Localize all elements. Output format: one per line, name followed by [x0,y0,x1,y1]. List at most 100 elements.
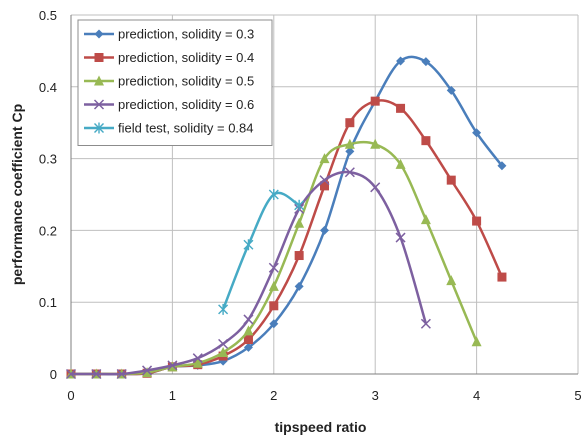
data-point [269,319,279,329]
x-marker-stroke [243,314,254,325]
data-point [192,353,203,364]
data-point [446,85,456,95]
x-marker-stroke [65,368,77,380]
data-point [243,325,254,336]
data-point [268,280,279,291]
data-point [395,158,406,169]
y-tick-label: 0 [50,367,57,382]
data-point [294,281,304,291]
data-point [142,365,153,376]
x-marker-stroke [167,360,178,371]
data-point [268,262,279,273]
data-point [370,182,381,193]
data-point [294,217,305,228]
data-point [294,251,304,261]
series-5 [218,189,305,315]
data-point [320,225,329,235]
data-point [446,175,456,185]
series-line [221,191,300,310]
series-4 [65,167,431,380]
data-point [320,181,329,191]
x-tick-label: 5 [574,388,581,403]
data-point [243,239,254,251]
legend-swatch-marker [94,122,104,134]
y-tick-label: 0.5 [39,8,57,23]
legend-item: prediction, solidity = 0.6 [84,97,254,112]
x-marker-stroke [420,318,431,329]
data-point [497,272,507,282]
y-axis-title: performance coefficient Cp [9,104,25,285]
data-point [243,335,253,345]
data-point [472,128,482,138]
legend-item: field test, solidity = 0.84 [84,121,254,136]
legend-label: prediction, solidity = 0.5 [118,74,254,89]
data-point [471,336,482,347]
data-point [395,232,406,243]
x-marker-stroke [319,175,330,186]
legend-swatch-marker [93,99,105,110]
data-point [269,301,279,311]
x-tick-label: 1 [169,388,176,403]
data-point [396,56,406,66]
data-point [420,318,431,329]
legend-item: prediction, solidity = 0.3 [84,27,254,42]
data-point [319,153,330,164]
x-marker-stroke [116,368,127,380]
data-point [446,275,457,286]
data-point [345,118,355,128]
x-marker-stroke [142,365,153,376]
data-point [142,367,153,378]
data-point [218,346,229,357]
data-point [243,342,253,352]
legend-label: prediction, solidity = 0.4 [118,50,254,65]
data-point [345,146,355,156]
x-marker-stroke [218,338,229,349]
x-marker-stroke [192,353,203,364]
y-tick-label: 0.2 [39,223,57,238]
series-3 [66,138,482,379]
x-tick-label: 3 [372,388,379,403]
x-tick-label: 4 [473,388,480,403]
data-point [420,214,431,225]
x-tick-label: 0 [67,388,74,403]
data-point [192,357,203,368]
data-point [421,136,431,146]
y-tick-label: 0.3 [39,152,57,167]
legend-box [77,19,273,146]
data-point [243,314,254,325]
x-tick-label: 2 [270,388,277,403]
data-point [116,368,127,380]
data-point [370,96,380,106]
data-point [396,103,406,113]
data-point [268,189,279,200]
data-point [344,167,355,178]
data-point [91,368,102,380]
x-marker-stroke [93,99,105,110]
x-marker-stroke [370,182,381,193]
data-point [370,138,381,149]
data-point [167,360,178,371]
x-marker-stroke [395,232,406,243]
legend-swatch-marker [94,75,104,86]
legend-label: prediction, solidity = 0.3 [118,27,254,42]
legend-swatch-marker [94,53,104,62]
series-line [70,140,478,376]
legend-item: prediction, solidity = 0.5 [84,74,254,89]
y-tick-label: 0.4 [39,80,57,95]
y-tick-label: 0.1 [39,295,57,310]
x-marker-stroke [268,262,279,273]
legend-label: field test, solidity = 0.84 [118,121,254,136]
x-axis-title: tipspeed ratio [275,419,367,435]
data-point [294,199,305,211]
legend-label: prediction, solidity = 0.6 [118,97,254,112]
legend-item: prediction, solidity = 0.4 [84,50,254,65]
data-point [344,138,355,149]
data-point [218,303,229,315]
legend-swatch-marker [94,29,104,39]
x-marker-stroke [91,368,102,380]
x-marker-stroke [344,167,355,178]
data-point [65,368,77,380]
data-point [218,338,229,349]
